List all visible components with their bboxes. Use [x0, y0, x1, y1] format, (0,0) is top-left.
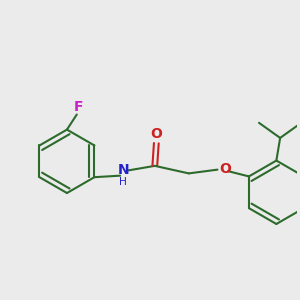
Text: N: N	[117, 164, 129, 177]
Text: H: H	[119, 178, 127, 188]
Text: O: O	[150, 127, 162, 141]
Text: O: O	[219, 162, 231, 176]
Text: F: F	[74, 100, 83, 114]
